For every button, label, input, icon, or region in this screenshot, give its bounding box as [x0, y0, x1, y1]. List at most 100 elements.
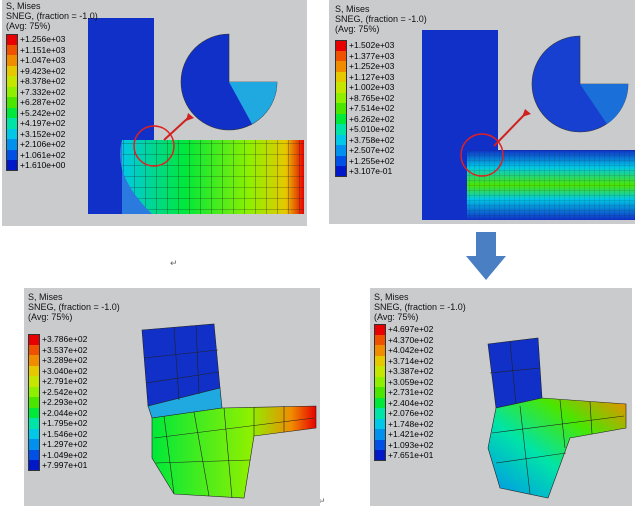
legend-row: +7.997e+01 [28, 460, 87, 471]
legend-value: +4.042e+02 [388, 345, 434, 355]
legend-value: +9.423e+02 [20, 65, 66, 76]
legend-swatch [335, 40, 347, 51]
legend-row: +4.697e+02 [374, 324, 433, 335]
legend-row: +4.370e+02 [374, 334, 434, 345]
legend-row: +2.076e+02 [374, 408, 433, 419]
legend-row: +1.748e+02 [374, 418, 434, 429]
legend-row: +4.197e+02 [6, 118, 65, 129]
legend-value: +1.049e+02 [42, 449, 88, 460]
legend-swatch [335, 113, 347, 124]
legend-row: +3.152e+02 [6, 128, 65, 139]
legend-swatch [6, 97, 18, 108]
legend-swatch [28, 355, 40, 366]
legend-value: +7.651e+01 [388, 450, 434, 460]
legend-value: +4.370e+02 [388, 334, 434, 345]
legend-value: +3.040e+02 [42, 365, 88, 376]
legend-swatch [28, 365, 40, 376]
legend-value: +2.791e+02 [42, 376, 88, 386]
legend-row: +7.332e+02 [6, 86, 65, 97]
color-legend: +3.786e+02 +3.537e+02 +3.289e+02 +3.040e+02… [28, 334, 87, 471]
legend-row: +1.502e+03 [335, 40, 394, 51]
legend-value: +1.502e+03 [349, 40, 395, 50]
legend-row: +3.786e+02 [28, 334, 87, 345]
legend-row: +3.107e-01 [335, 166, 394, 177]
legend-value: +1.421e+02 [388, 429, 434, 439]
legend-swatch [374, 408, 386, 419]
legend-swatch [28, 386, 40, 397]
avg-line: (Avg: 75%) [28, 312, 73, 322]
legend-row: +3.714e+02 [374, 355, 433, 366]
legend-value: +2.404e+02 [388, 397, 434, 408]
legend-row: +9.423e+02 [6, 65, 66, 76]
legend-value: +3.387e+02 [388, 366, 434, 376]
legend-value: +2.106e+02 [20, 139, 66, 149]
return-mark-icon: ↵ [318, 496, 326, 506]
subtitle-line: SNEG, (fraction = -1.0) [374, 302, 466, 312]
legend-value: +4.697e+02 [388, 324, 434, 334]
contour-plot-coarse: S, Mises SNEG, (fraction = -1.0) (Avg: 7… [2, 0, 307, 226]
legend-value: +1.256e+03 [20, 34, 66, 44]
legend-value: +2.542e+02 [42, 386, 88, 397]
contour-plot-detail-fine: S, Mises SNEG, (fraction = -1.0) (Avg: 7… [370, 288, 632, 506]
legend-swatch [28, 449, 40, 460]
legend-swatch [28, 460, 40, 471]
legend-swatch [335, 124, 347, 135]
plot-title: S, Mises SNEG, (fraction = -1.0) (Avg: 7… [335, 4, 427, 34]
legend-value: +8.765e+02 [349, 92, 395, 103]
legend-swatch [374, 366, 386, 377]
legend-swatch [335, 61, 347, 72]
legend-value: +1.047e+03 [20, 55, 66, 65]
legend-row: +1.297e+02 [28, 439, 87, 450]
legend-row: +1.002e+03 [335, 82, 394, 93]
legend-swatch [6, 34, 18, 45]
legend-swatch [28, 428, 40, 439]
legend-value: +1.377e+03 [349, 50, 395, 61]
mesh-geometry [487, 337, 627, 499]
legend-value: +3.107e-01 [349, 166, 393, 176]
avg-line: (Avg: 75%) [335, 24, 380, 34]
legend-value: +1.546e+02 [42, 428, 88, 439]
legend-row: +1.610e+00 [6, 160, 65, 171]
legend-swatch [6, 107, 18, 118]
legend-row: +3.040e+02 [28, 365, 88, 376]
legend-row: +3.387e+02 [374, 366, 433, 377]
legend-swatch [6, 76, 18, 87]
legend-value: +2.293e+02 [42, 397, 88, 407]
legend-row: +1.795e+02 [28, 418, 87, 429]
legend-row: +2.791e+02 [28, 376, 87, 387]
subtitle-line: SNEG, (fraction = -1.0) [335, 14, 427, 24]
legend-swatch [28, 397, 40, 408]
legend-row: +1.047e+03 [6, 55, 65, 66]
avg-line: (Avg: 75%) [6, 21, 51, 31]
legend-swatch [6, 44, 18, 55]
legend-value: +5.242e+02 [20, 107, 66, 118]
subtitle-line: SNEG, (fraction = -1.0) [28, 302, 120, 312]
mesh-geometry [141, 323, 317, 499]
legend-row: +2.404e+02 [374, 397, 434, 408]
legend-swatch [6, 55, 18, 66]
legend-row: +5.010e+02 [335, 124, 394, 135]
legend-value: +5.010e+02 [349, 124, 395, 134]
legend-row: +1.546e+02 [28, 428, 88, 439]
legend-value: +6.262e+02 [349, 113, 395, 124]
highlight-circle [133, 125, 175, 167]
legend-swatch [335, 71, 347, 82]
title-line: S, Mises [335, 4, 370, 14]
legend-swatch [6, 139, 18, 150]
legend-swatch [6, 86, 18, 97]
legend-row: +2.106e+02 [6, 139, 65, 150]
legend-swatch [28, 407, 40, 418]
legend-swatch [335, 166, 347, 177]
legend-value: +2.044e+02 [42, 407, 88, 418]
legend-row: +3.537e+02 [28, 344, 87, 355]
mesh-geometry [88, 18, 304, 214]
legend-value: +1.297e+02 [42, 439, 88, 449]
legend-swatch [335, 50, 347, 61]
legend-row: +6.262e+02 [335, 113, 395, 124]
legend-row: +7.651e+01 [374, 450, 433, 461]
contour-plot-fine: S, Mises SNEG, (fraction = -1.0) (Avg: 7… [329, 0, 635, 224]
legend-value: +1.127e+03 [349, 71, 395, 82]
legend-value: +1.748e+02 [388, 418, 434, 429]
legend-value: +3.786e+02 [42, 334, 88, 344]
legend-swatch [374, 376, 386, 387]
